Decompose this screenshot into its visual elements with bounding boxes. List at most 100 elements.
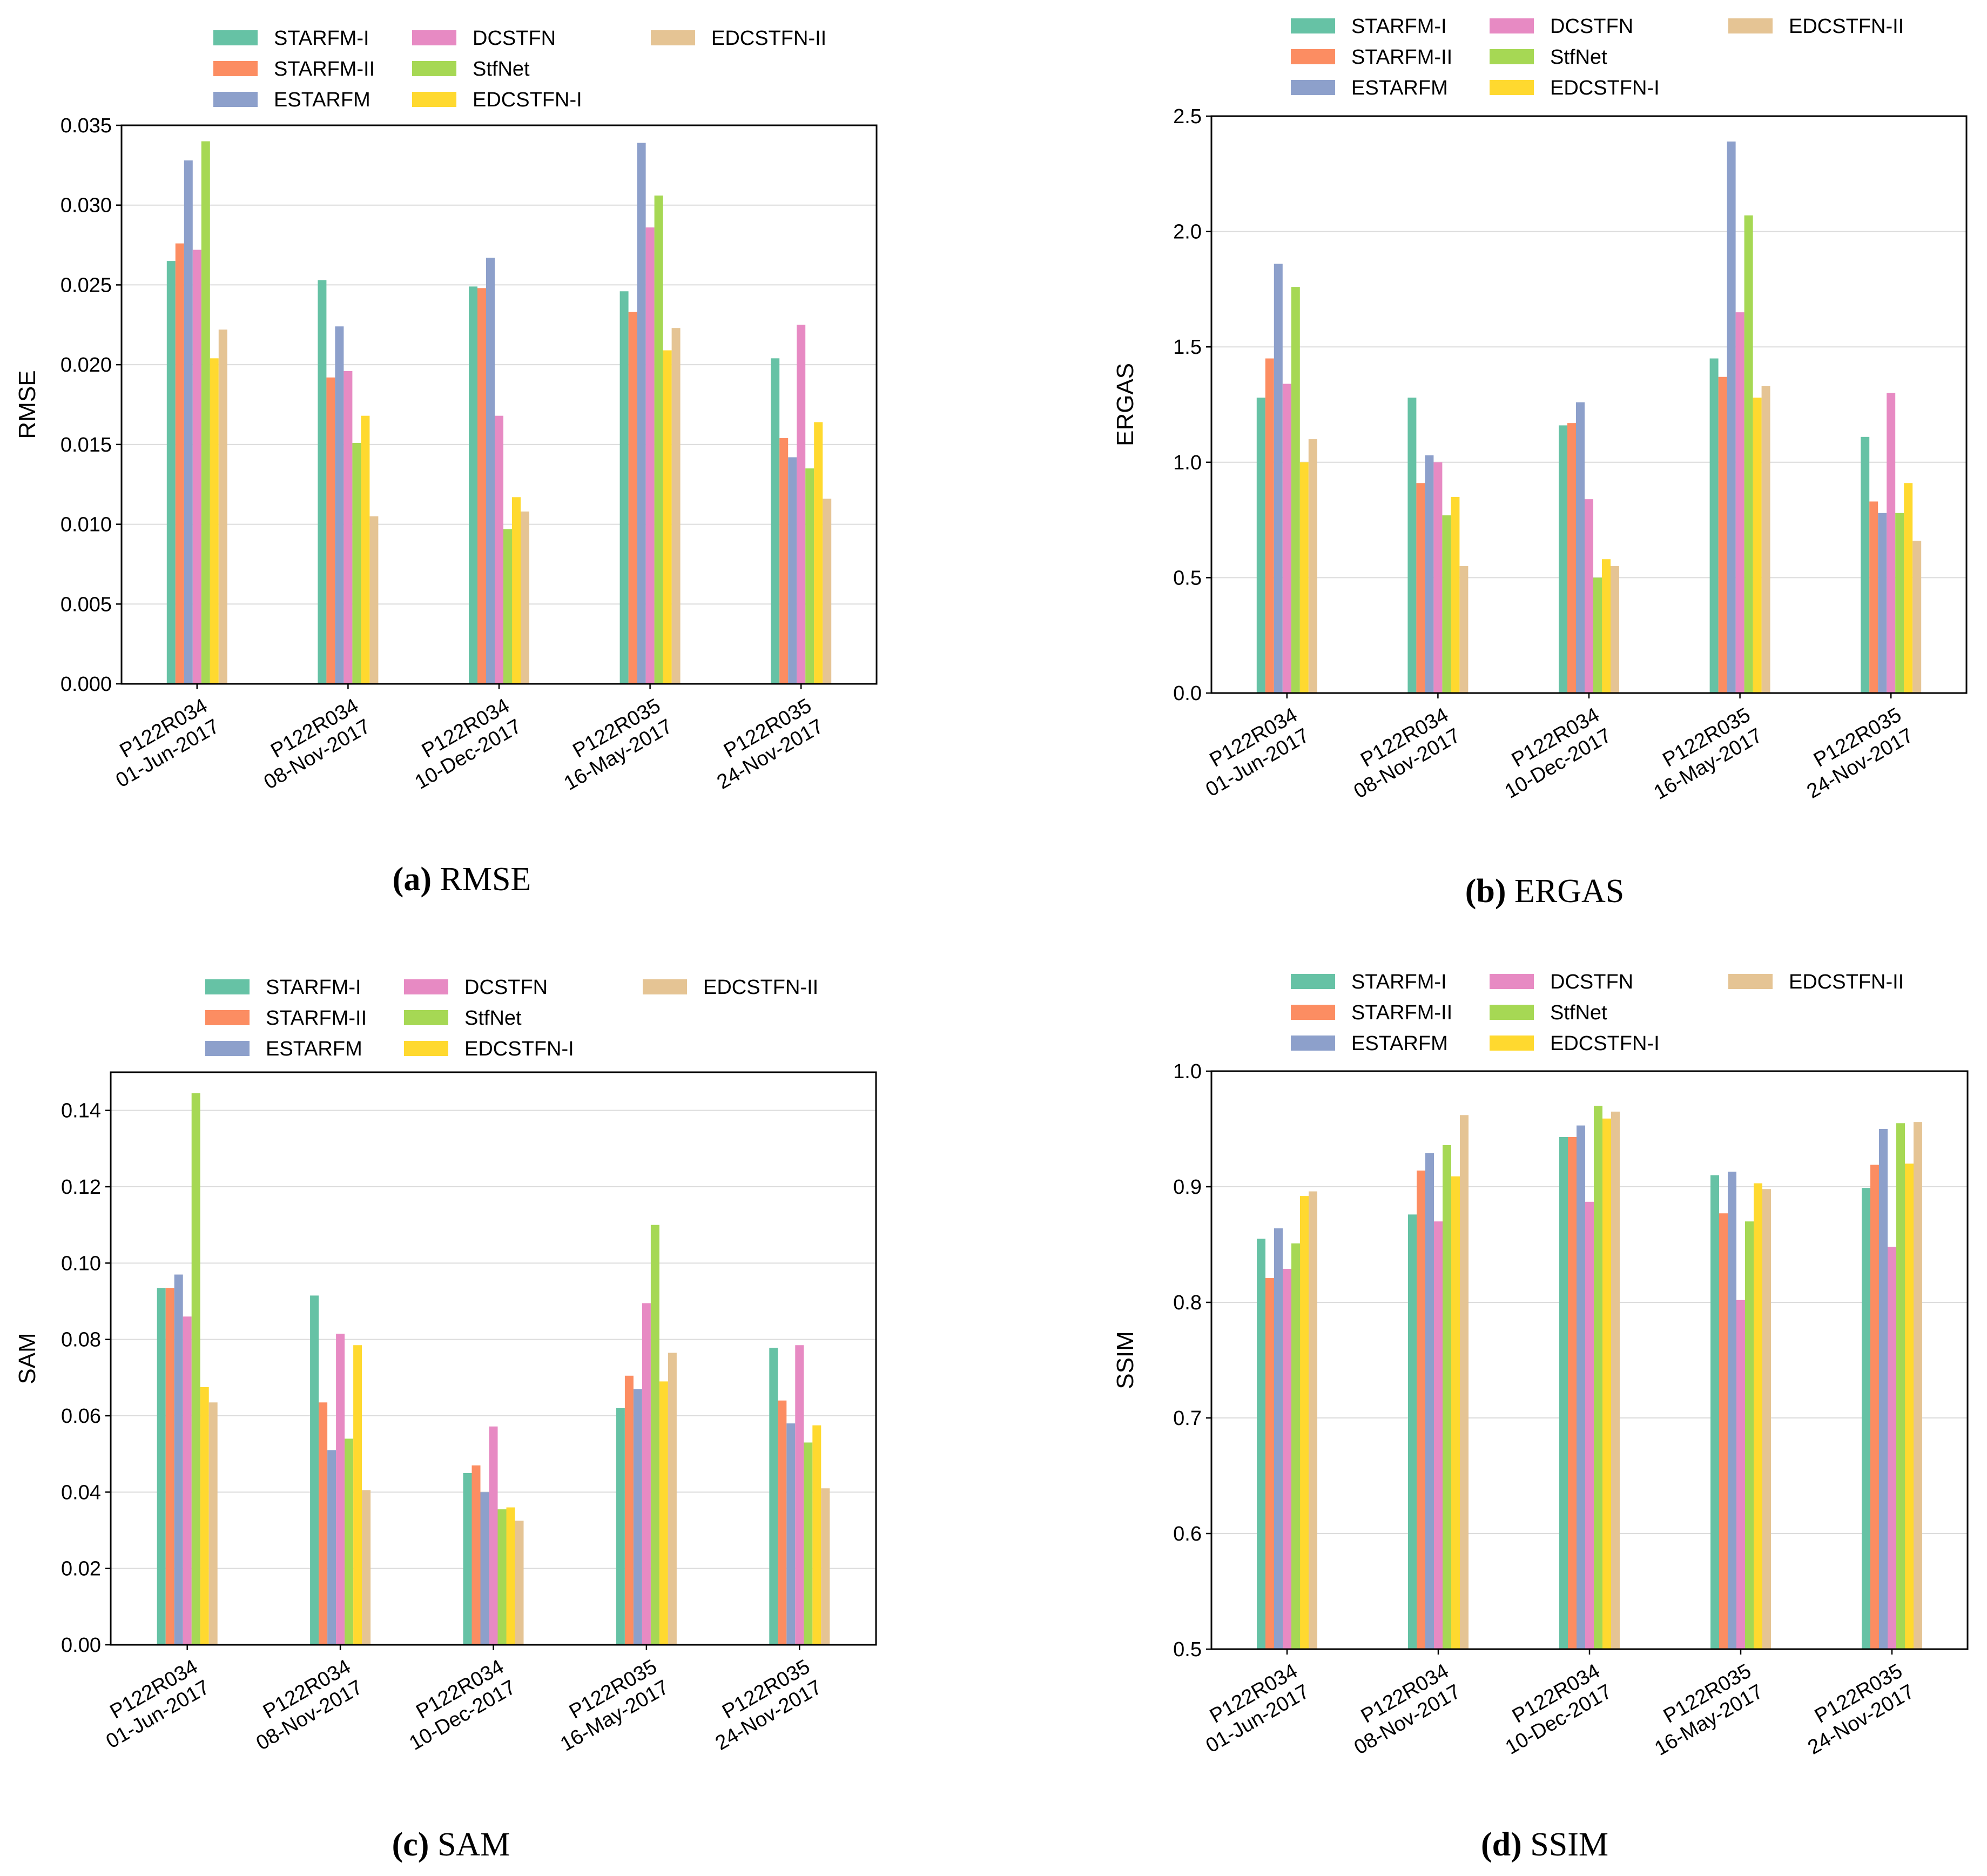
legend-label: STARFM-I xyxy=(1351,15,1447,38)
y-tick-label: 0.12 xyxy=(61,1176,101,1199)
bar xyxy=(1905,1164,1914,1649)
bar xyxy=(208,1402,218,1645)
legend-swatch xyxy=(205,1041,250,1056)
legend-swatch xyxy=(1490,1036,1534,1051)
x-tick-label: P122R03408-Nov-2017 xyxy=(1338,1659,1464,1759)
bar xyxy=(771,358,780,684)
legend-swatch xyxy=(1728,974,1773,989)
legend-swatch xyxy=(213,92,258,107)
y-tick-label: 0.06 xyxy=(61,1405,101,1428)
x-tick-label: P122R03524-Nov-2017 xyxy=(700,1655,826,1754)
y-axis-label: SAM xyxy=(14,1333,41,1384)
legend-swatch xyxy=(412,30,456,45)
bar xyxy=(506,1507,515,1645)
bar xyxy=(1611,566,1619,693)
bar xyxy=(201,141,210,684)
bar xyxy=(1408,1214,1417,1649)
legend-swatch xyxy=(213,30,258,45)
bar xyxy=(1602,1118,1611,1649)
x-tick-label: P122R03410-Dec-2017 xyxy=(1490,1659,1615,1759)
legend-swatch xyxy=(404,1041,448,1056)
bar xyxy=(1870,1165,1879,1649)
legend-swatch xyxy=(1291,1005,1335,1020)
bar xyxy=(1879,1129,1888,1649)
bar xyxy=(1888,1247,1896,1649)
legend-swatch xyxy=(404,979,448,994)
bar xyxy=(633,1389,642,1645)
bar xyxy=(192,250,201,684)
bar xyxy=(1762,1189,1771,1649)
bar xyxy=(1896,1123,1905,1649)
legend-label: DCSTFN xyxy=(1550,971,1633,993)
legend-label: STARFM-I xyxy=(1351,971,1447,993)
bar xyxy=(1912,541,1922,693)
legend-swatch xyxy=(1291,49,1335,64)
bar xyxy=(515,1521,524,1645)
bar xyxy=(1576,402,1585,693)
bar xyxy=(1309,1191,1317,1649)
bar xyxy=(663,350,672,684)
legend: STARFM-I STARFM-II ESTARFM DCSTFN StfNet EDCS… xyxy=(1291,971,1904,1055)
legend-label: ESTARFM xyxy=(1351,1032,1448,1055)
legend-swatch xyxy=(1728,18,1773,33)
bar xyxy=(668,1353,677,1645)
y-tick-label: 0.5 xyxy=(1173,1638,1202,1661)
bar xyxy=(786,1423,796,1645)
bar xyxy=(814,422,823,684)
y-tick-label: 1.0 xyxy=(1173,452,1202,474)
bar xyxy=(1753,398,1762,693)
bar xyxy=(1602,559,1611,693)
bar xyxy=(1265,358,1274,693)
bar xyxy=(319,1402,328,1645)
bar xyxy=(795,1345,804,1645)
y-tick-label: 0.025 xyxy=(60,274,112,297)
bar xyxy=(1274,1228,1283,1649)
bar xyxy=(521,511,529,684)
bar xyxy=(489,1426,498,1645)
bar xyxy=(327,1450,336,1645)
bar xyxy=(353,1345,362,1645)
bar xyxy=(1709,358,1719,693)
legend-swatch xyxy=(1291,974,1335,989)
bar xyxy=(769,1348,778,1645)
x-tick-label: P122R03401-Jun-2017 xyxy=(100,694,223,792)
chart-panel-a: 0.000 0.005 0.010 0.015 0.020 0.025 0.030 0.035… xyxy=(14,27,878,898)
y-tick-label: 0.035 xyxy=(60,115,112,137)
bar xyxy=(477,288,486,684)
caption-title: RMSE xyxy=(432,861,531,898)
x-tick-label: P122R03401-Jun-2017 xyxy=(1190,1659,1314,1757)
legend-label: ESTARFM xyxy=(1351,77,1448,99)
bar xyxy=(1585,499,1593,693)
legend-swatch xyxy=(1490,49,1534,64)
bar xyxy=(480,1492,489,1645)
legend-label: EDCSTFN-II xyxy=(703,976,818,999)
bar xyxy=(1256,398,1265,693)
y-tick-label: 0.8 xyxy=(1173,1292,1202,1314)
x-tick-label: P122R03516-May-2017 xyxy=(1639,1659,1767,1760)
y-tick-label: 0.08 xyxy=(61,1329,101,1351)
x-tick-label: P122R03516-May-2017 xyxy=(1638,703,1766,804)
bar xyxy=(210,358,219,684)
bar xyxy=(1869,501,1878,693)
chart-panel-b: 0.0 0.5 1.0 1.5 2.0 2.5 P122R03401-Jun-2017 P12… xyxy=(1112,15,1968,910)
y-tick-label: 0.02 xyxy=(61,1558,101,1581)
bar xyxy=(1274,264,1283,694)
bar xyxy=(1577,1125,1585,1649)
bar xyxy=(1308,439,1317,693)
bar xyxy=(512,497,521,684)
chart-panel-c: 0.00 0.02 0.04 0.06 0.08 0.10 0.12 0.14 P122R034… xyxy=(14,976,877,1863)
bar xyxy=(1568,1137,1577,1649)
legend-swatch xyxy=(1291,18,1335,33)
y-tick-label: 0.015 xyxy=(60,434,112,456)
legend-swatch xyxy=(1291,80,1335,95)
legend: STARFM-I STARFM-II ESTARFM DCSTFN StfNet EDCS… xyxy=(213,27,826,111)
bar xyxy=(659,1381,668,1645)
y-tick-label: 0.9 xyxy=(1173,1176,1202,1199)
bar xyxy=(218,330,227,684)
caption-letter: (b) xyxy=(1465,873,1506,910)
bar xyxy=(1745,1221,1754,1649)
bar xyxy=(310,1295,319,1645)
bar xyxy=(1718,376,1727,693)
legend-label: EDCSTFN-II xyxy=(711,27,826,50)
